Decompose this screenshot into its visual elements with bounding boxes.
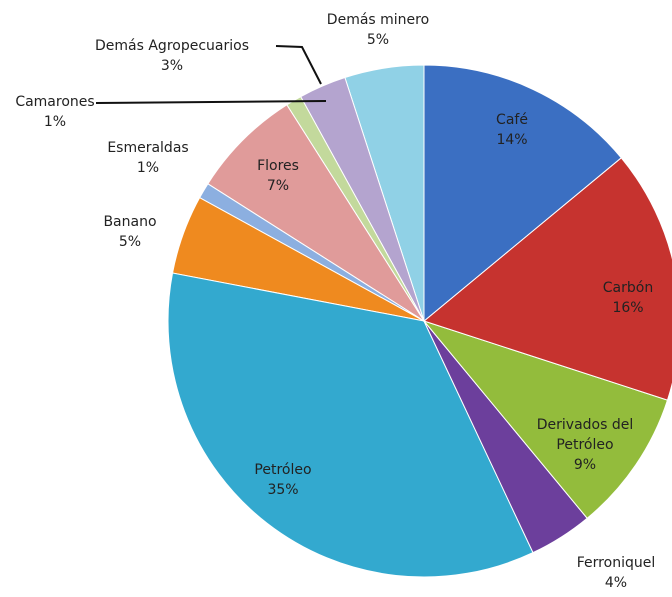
slice-label: Flores 7% [238, 156, 318, 196]
category-label: Flores [257, 158, 299, 174]
category-label: Ferroniquel [576, 555, 656, 571]
slice-label: Café 14% [472, 110, 552, 150]
slice-label: Ferroniquel 4% [561, 553, 671, 593]
value-label: 35% [267, 482, 299, 498]
slice-label: Esmeraldas 1% [93, 138, 203, 178]
pie-slice [167, 272, 534, 578]
slice-label: Demás minero 5% [298, 10, 458, 50]
value-label: 9% [573, 457, 597, 473]
category-label: Carbón [602, 280, 654, 296]
category-label: Petróleo [254, 462, 312, 478]
slice-label: Derivados del Petróleo 9% [515, 415, 655, 475]
value-label: 4% [604, 575, 628, 591]
leader-line [275, 45, 322, 85]
value-label: 5% [366, 32, 390, 48]
pie-slice [422, 319, 669, 519]
pie-slice [422, 157, 672, 401]
slice-label: Banano 5% [90, 212, 170, 252]
slice-label: Demás Agropecuarios 3% [72, 36, 272, 76]
category-label: Esmeraldas [107, 140, 189, 156]
slice-label: Camarones 1% [0, 92, 110, 132]
slice-label: Carbón 16% [588, 278, 668, 318]
pie-slice [423, 64, 622, 323]
category-label: Banano [103, 214, 157, 230]
pie-slice [207, 104, 425, 322]
category-label: Demás Agropecuarios [95, 38, 249, 54]
value-label: 7% [266, 178, 290, 194]
value-label: 1% [43, 114, 67, 130]
value-label: 1% [136, 160, 160, 176]
leader-line [95, 100, 327, 104]
value-label: 16% [612, 300, 644, 316]
value-label: 5% [118, 234, 142, 250]
category-label: Café [496, 112, 528, 128]
category-label: Derivados del Petróleo [536, 417, 634, 453]
slice-label: Petróleo 35% [238, 460, 328, 500]
value-label: 14% [496, 132, 528, 148]
value-label: 3% [160, 58, 184, 74]
category-label: Camarones [15, 94, 95, 110]
category-label: Demás minero [326, 12, 430, 28]
